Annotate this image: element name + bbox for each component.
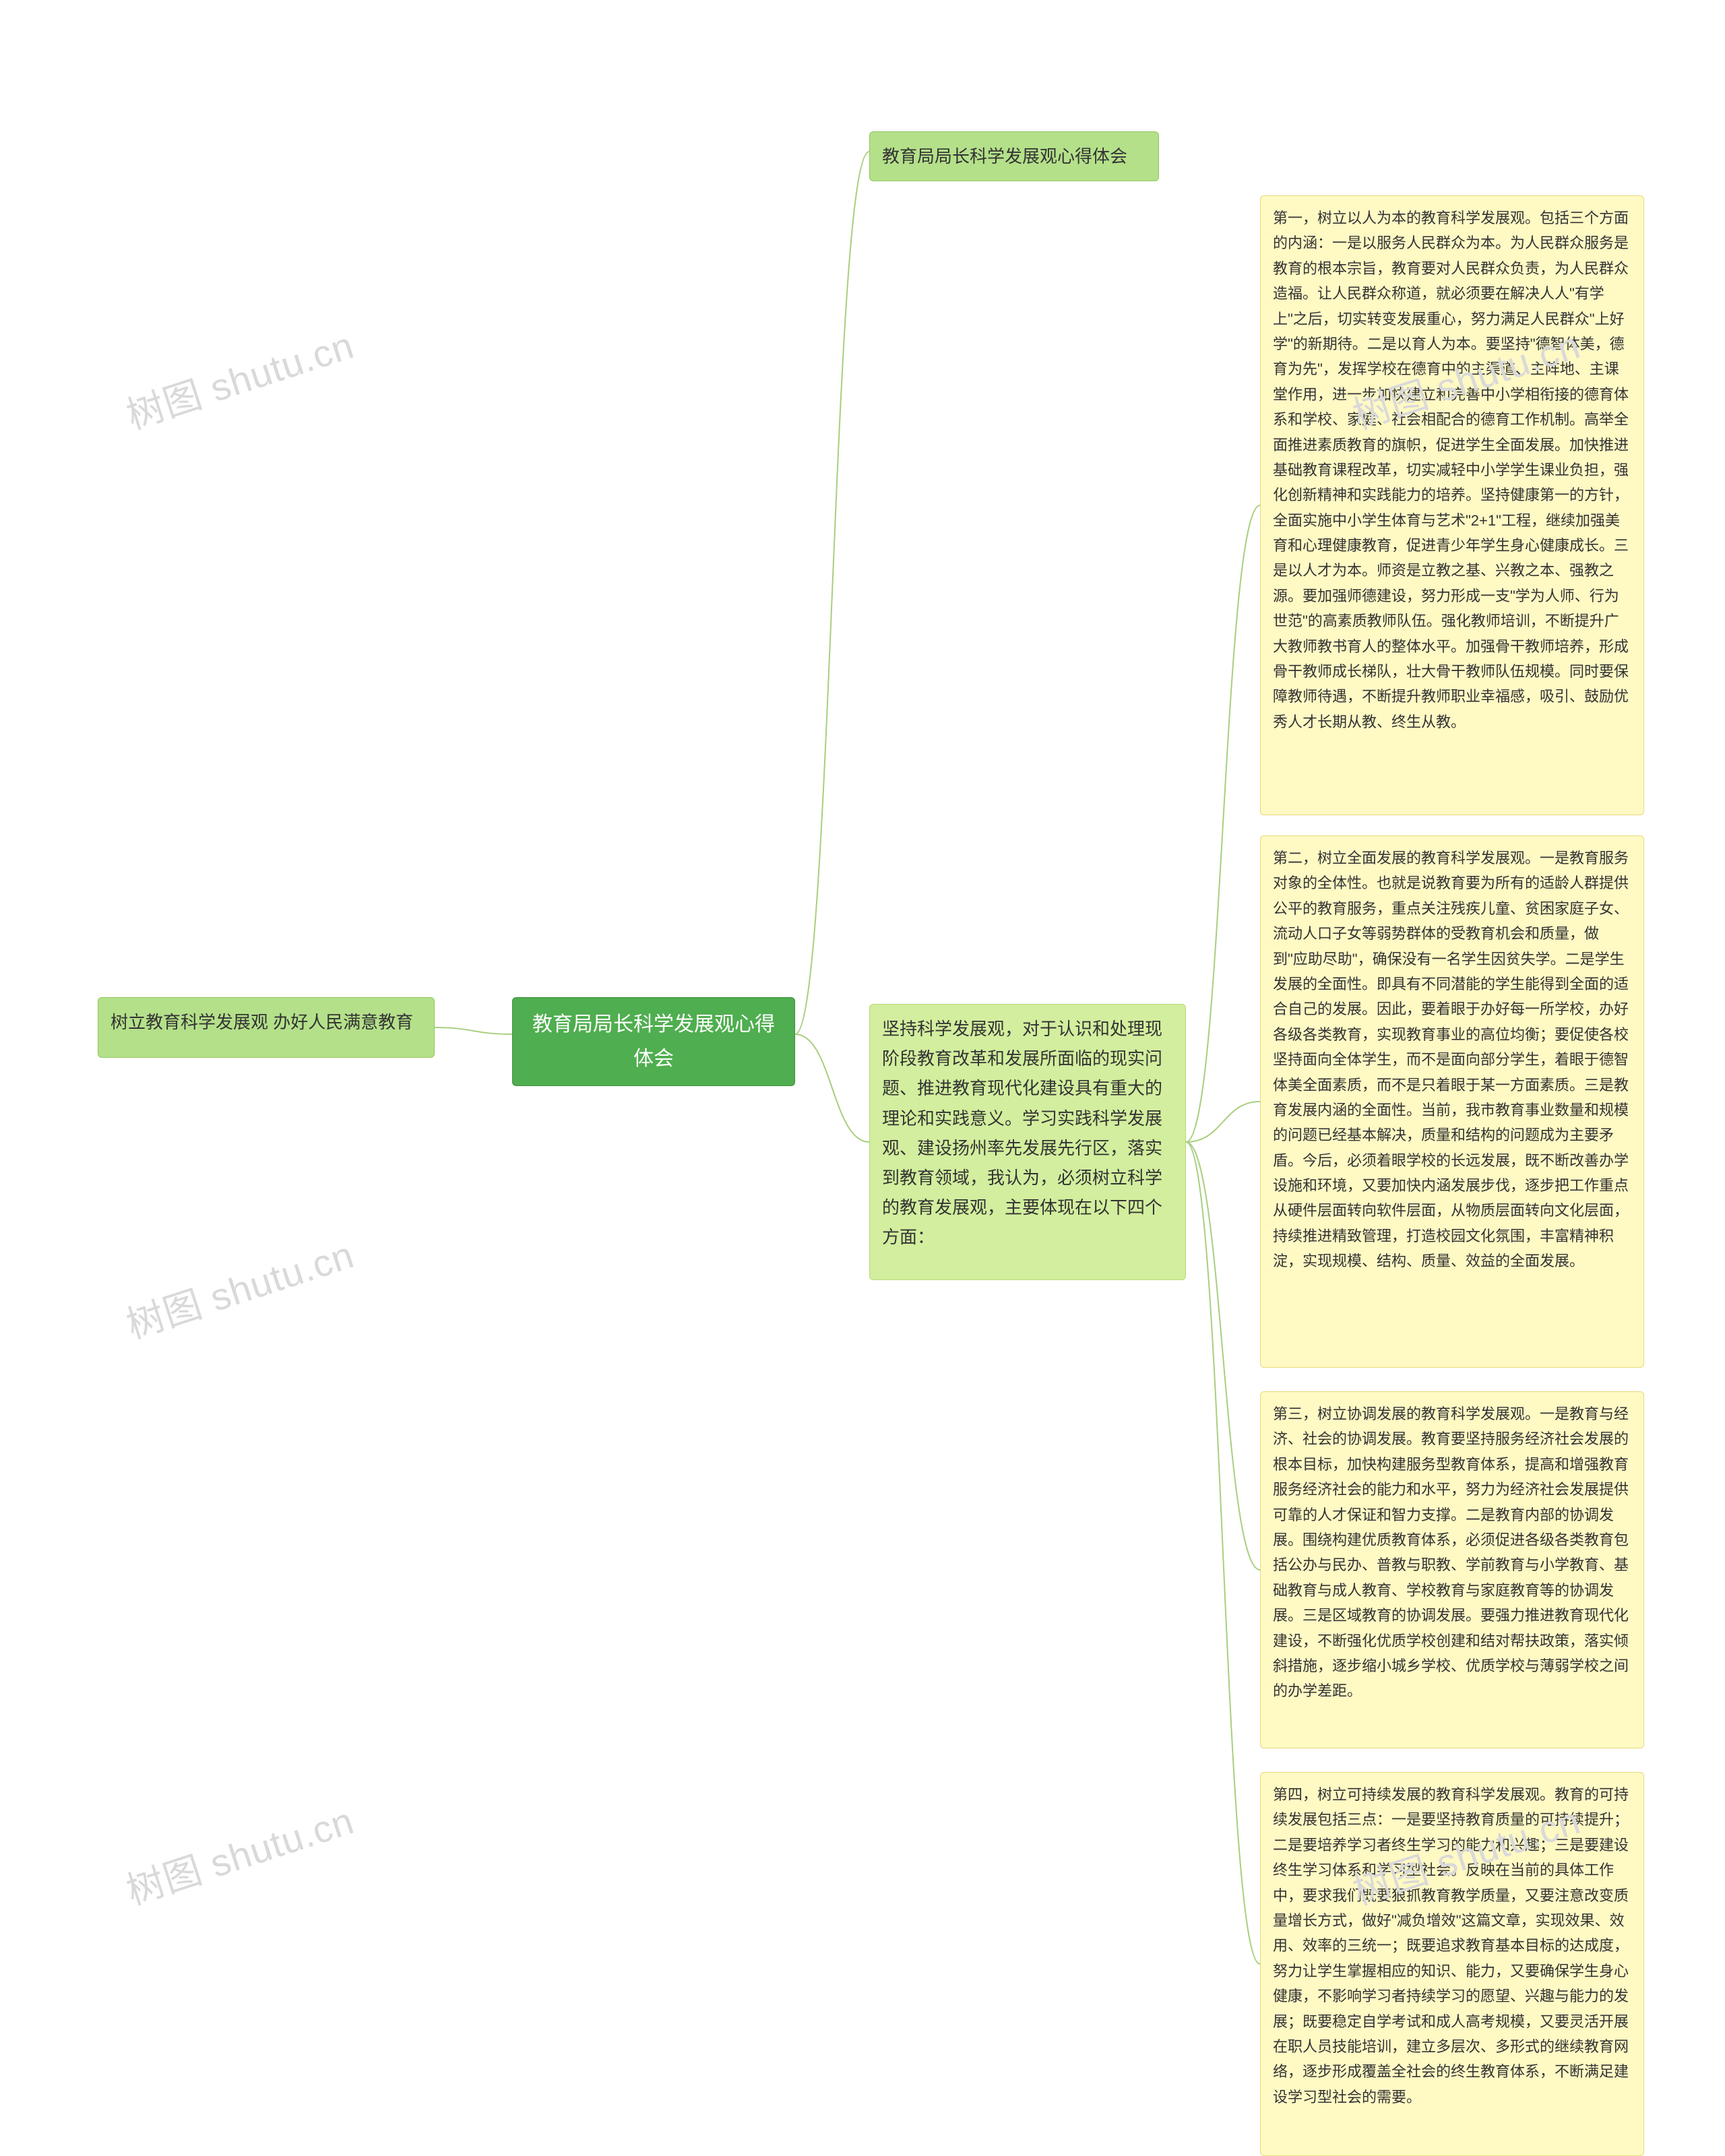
leaf-point-2[interactable]: 第二，树立全面发展的教育科学发展观。一是教育服务对象的全体性。也就是说教育要为所… (1260, 835, 1644, 1368)
leaf-point-1[interactable]: 第一，树立以人为本的教育科学发展观。包括三个方面的内涵：一是以服务人民群众为本。… (1260, 195, 1644, 815)
leaf-point-4-label: 第四，树立可持续发展的教育科学发展观。教育的可持续发展包括三点：一是要坚持教育质… (1273, 1786, 1629, 2105)
branch-right-1-label: 教育局局长科学发展观心得体会 (882, 146, 1127, 166)
root-label: 教育局局长科学发展观心得体会 (532, 1013, 775, 1070)
mindmap-root[interactable]: 教育局局长科学发展观心得体会 (512, 997, 795, 1086)
watermark: 树图 shutu.cn (119, 1791, 360, 1915)
branch-right-2[interactable]: 坚持科学发展观，对于认识和处理现阶段教育改革和发展所面临的现实问题、推进教育现代… (869, 1004, 1186, 1280)
leaf-point-3-label: 第三，树立协调发展的教育科学发展观。一是教育与经济、社会的协调发展。教育要坚持服… (1273, 1405, 1629, 1699)
watermark: 树图 shutu.cn (119, 1225, 360, 1350)
watermark: 树图 shutu.cn (119, 315, 360, 440)
leaf-point-3[interactable]: 第三，树立协调发展的教育科学发展观。一是教育与经济、社会的协调发展。教育要坚持服… (1260, 1391, 1644, 1748)
branch-right-2-label: 坚持科学发展观，对于认识和处理现阶段教育改革和发展所面临的现实问题、推进教育现代… (882, 1019, 1162, 1247)
branch-right-1[interactable]: 教育局局长科学发展观心得体会 (869, 131, 1159, 181)
branch-left[interactable]: 树立教育科学发展观 办好人民满意教育 (98, 997, 435, 1058)
leaf-point-1-label: 第一，树立以人为本的教育科学发展观。包括三个方面的内涵：一是以服务人民群众为本。… (1273, 210, 1629, 730)
branch-left-label: 树立教育科学发展观 办好人民满意教育 (111, 1012, 413, 1032)
leaf-point-4[interactable]: 第四，树立可持续发展的教育科学发展观。教育的可持续发展包括三点：一是要坚持教育质… (1260, 1772, 1644, 2156)
leaf-point-2-label: 第二，树立全面发展的教育科学发展观。一是教育服务对象的全体性。也就是说教育要为所… (1273, 850, 1629, 1269)
